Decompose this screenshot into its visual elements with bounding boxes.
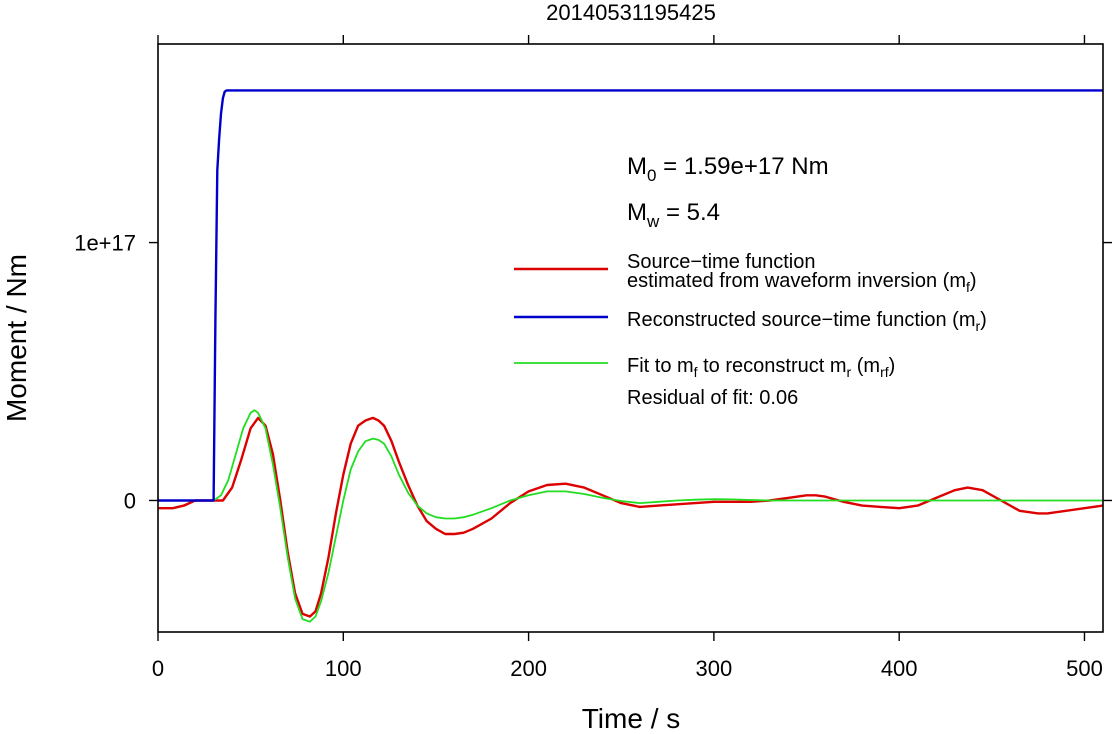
moment-magnitude-annotation: Mw = 5.4 xyxy=(627,199,720,231)
x-tick-label: 0 xyxy=(152,656,164,681)
legend-label-mf-line1: Source−time function xyxy=(627,251,815,273)
series-line-mr xyxy=(158,89,1103,502)
residual-of-fit-text: Residual of fit: 0.06 xyxy=(627,387,798,409)
x-axis: 0 100 200 300 400 500 xyxy=(152,35,1103,681)
annotation-text: M0 = 1.59e+17 Nm xyxy=(627,153,829,185)
x-tick-label: 300 xyxy=(696,656,733,681)
y-tick-label: 1e+17 xyxy=(74,231,136,256)
plot-frame xyxy=(157,43,1104,633)
seismic-moment-annotation: M0 = 1.59e+17 Nm xyxy=(627,153,829,185)
x-tick-label: 200 xyxy=(510,656,547,681)
x-tick-label: 100 xyxy=(325,656,362,681)
legend-label-mr: Reconstructed source−time function (mr​) xyxy=(627,309,987,334)
series-line-mrf xyxy=(213,409,1103,623)
annotation-text: Mw = 5.4 xyxy=(627,199,720,231)
y-axis: 0 1e+17 xyxy=(74,231,1112,513)
series-layer xyxy=(158,89,1104,623)
legend-label-mf-line2: estimated from waveform inversion (mf​) xyxy=(627,270,977,295)
x-tick-label: 400 xyxy=(881,656,918,681)
series-line-mf xyxy=(158,416,1104,618)
y-tick-label: 0 xyxy=(124,488,136,513)
y-axis-label: Moment / Nm xyxy=(1,254,32,422)
legend-label-mrf: Fit to mf​ to reconstruct mr​ (mrf​) xyxy=(627,355,895,380)
chart-title: 20140531195425 xyxy=(546,0,716,25)
x-axis-label: Time / s xyxy=(582,703,681,734)
x-tick-label: 500 xyxy=(1066,656,1103,681)
